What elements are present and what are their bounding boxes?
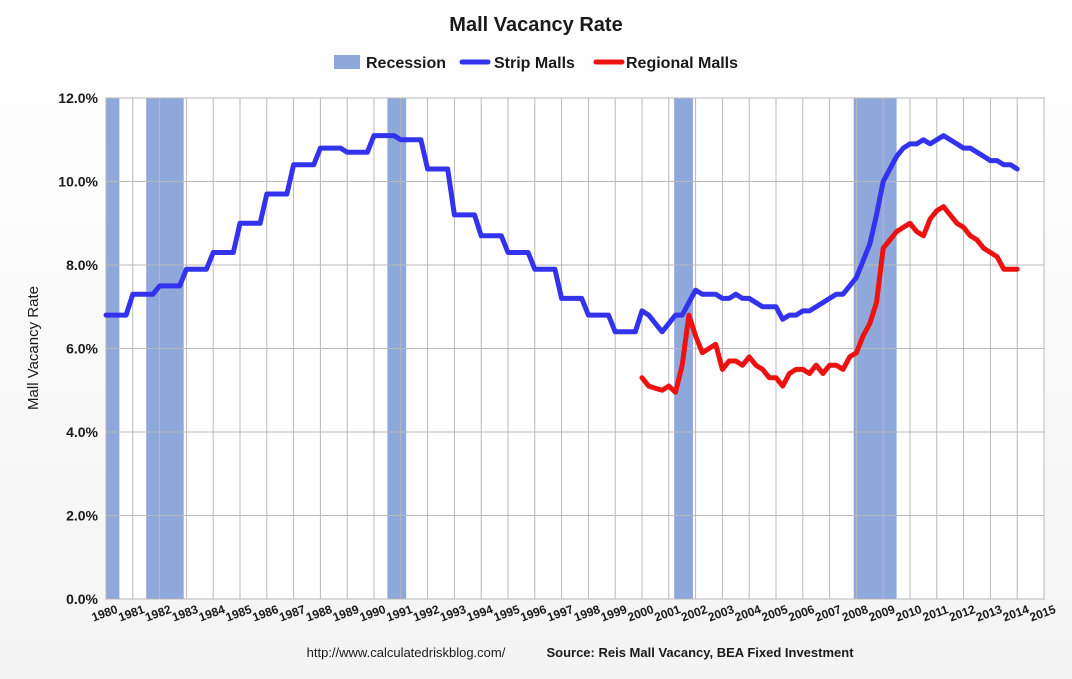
x-tick-label: 2001 [652, 602, 682, 624]
x-tick-label: 1996 [518, 602, 548, 624]
legend-label: Regional Malls [626, 55, 738, 72]
y-tick-label: 6.0% [66, 341, 98, 357]
x-tick-label: 1983 [170, 602, 200, 624]
x-tick-label: 1989 [331, 602, 361, 624]
x-tick-label: 1992 [411, 602, 441, 624]
footer-url: http://www.calculatedriskblog.com/ [307, 645, 506, 660]
x-tick-label: 1982 [143, 602, 173, 624]
legend-item-recession: Recession [334, 55, 446, 72]
x-axis-ticks: 1980198119821983198419851986198719881989… [90, 602, 1058, 624]
x-tick-label: 2011 [921, 602, 951, 624]
legend-item-strip-malls: Strip Malls [459, 55, 575, 72]
y-tick-label: 8.0% [66, 257, 98, 273]
x-tick-label: 1998 [572, 602, 602, 624]
legend-item-regional-malls: Regional Malls [593, 55, 738, 72]
x-tick-label: 1984 [197, 602, 227, 624]
x-tick-label: 1994 [465, 602, 495, 624]
y-axis-ticks: 0.0% 2.0% 4.0% 6.0% 8.0% 10.0% 12.0% [58, 90, 98, 607]
legend: Recession Strip Malls Regional Malls [334, 55, 738, 72]
x-tick-label: 2015 [1028, 602, 1058, 624]
x-tick-label: 2013 [974, 602, 1004, 624]
x-tick-label: 1988 [304, 602, 334, 624]
x-tick-label: 1987 [277, 602, 307, 624]
y-axis-label: Mall Vacancy Rate [25, 286, 42, 410]
series-regional-malls [639, 204, 1020, 395]
y-tick-label: 2.0% [66, 508, 98, 524]
x-tick-label: 2000 [626, 602, 656, 624]
x-tick-label: 2002 [679, 602, 709, 624]
x-tick-label: 1999 [599, 602, 629, 624]
y-tick-label: 4.0% [66, 424, 98, 440]
chart-title: Mall Vacancy Rate [449, 14, 622, 36]
x-tick-label: 2007 [813, 602, 843, 624]
x-tick-label: 1990 [358, 602, 388, 624]
x-tick-label: 1991 [384, 602, 414, 624]
x-tick-label: 2004 [733, 602, 763, 624]
x-tick-label: 2008 [840, 602, 870, 624]
x-tick-label: 2014 [1001, 602, 1031, 624]
legend-label: Strip Malls [494, 55, 575, 72]
legend-label: Recession [366, 55, 446, 72]
x-tick-label: 2006 [786, 602, 816, 624]
x-tick-label: 2009 [867, 602, 897, 624]
y-tick-label: 12.0% [58, 90, 98, 106]
x-tick-label: 1993 [438, 602, 468, 624]
y-tick-label: 0.0% [66, 591, 98, 607]
series-lines [103, 133, 1020, 395]
legend-swatch [334, 55, 360, 69]
y-tick-label: 10.0% [58, 174, 98, 190]
x-tick-label: 2003 [706, 602, 736, 624]
x-tick-label: 2010 [894, 602, 924, 624]
gridlines [105, 97, 1045, 600]
x-tick-label: 1995 [492, 602, 522, 624]
x-tick-label: 1985 [224, 602, 254, 624]
x-tick-label: 1997 [545, 602, 575, 624]
series-strip-malls [103, 133, 1020, 335]
x-tick-label: 1986 [250, 602, 280, 624]
footer-source: Source: Reis Mall Vacancy, BEA Fixed Inv… [546, 645, 854, 660]
x-tick-label: 2005 [760, 602, 790, 624]
x-tick-label: 2012 [947, 602, 977, 624]
x-tick-label: 1981 [116, 602, 146, 624]
